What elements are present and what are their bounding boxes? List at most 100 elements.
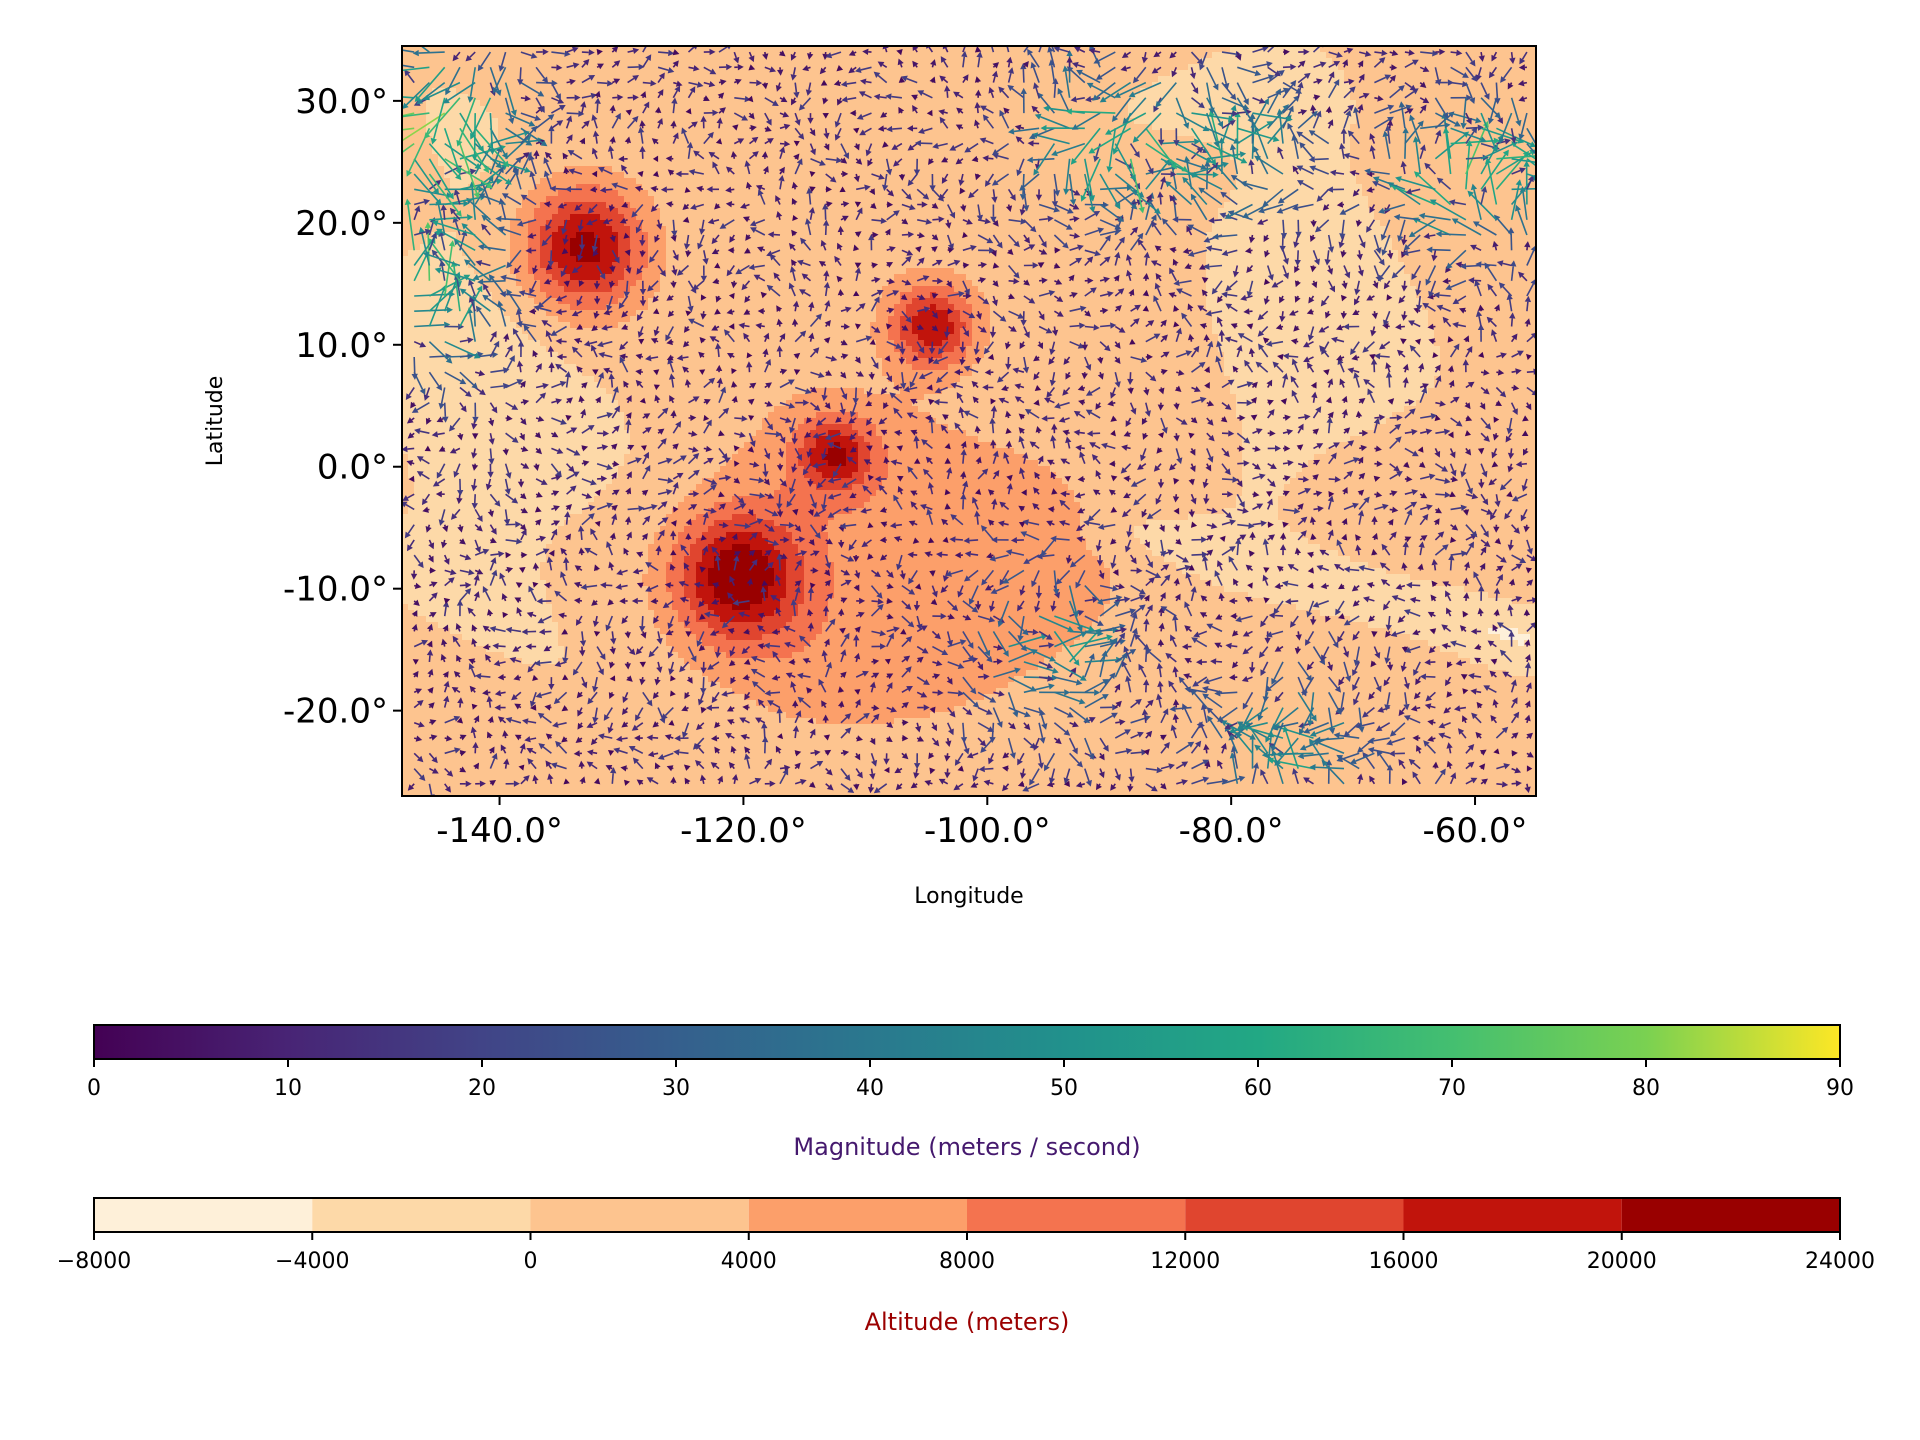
altitude-cell (1140, 118, 1147, 125)
altitude-cell (1338, 118, 1345, 125)
altitude-cell (1260, 52, 1267, 59)
altitude-cell (918, 64, 925, 71)
altitude-cell (972, 166, 979, 173)
altitude-cell (1062, 130, 1069, 137)
altitude-cell (858, 124, 865, 131)
altitude-cell (894, 64, 901, 71)
altitude-cell (1284, 136, 1291, 143)
altitude-cell (1182, 58, 1189, 65)
altitude-cell (504, 76, 511, 83)
altitude-cell (840, 178, 847, 185)
altitude-cell (906, 172, 913, 179)
altitude-cell (660, 178, 667, 185)
altitude-cell (486, 160, 493, 167)
altitude-cell (576, 190, 583, 197)
altitude-cell (816, 178, 823, 185)
altitude-cell (930, 124, 937, 131)
altitude-cell (678, 58, 685, 65)
altitude-cell (1374, 88, 1381, 95)
altitude-cell (966, 154, 973, 161)
altitude-cell (588, 160, 595, 167)
altitude-cell (444, 148, 451, 155)
altitude-cell (732, 160, 739, 167)
altitude-cell (438, 136, 445, 143)
altitude-cell (576, 178, 583, 185)
altitude-cell (726, 130, 733, 137)
altitude-cell (1410, 154, 1417, 161)
altitude-cell (798, 184, 805, 191)
altitude-cell (804, 112, 811, 119)
altitude-cell (768, 76, 775, 83)
altitude-cell (618, 82, 625, 89)
altitude-cell (930, 172, 937, 179)
altitude-cell (462, 106, 469, 113)
altitude-cell (756, 166, 763, 173)
altitude-cell (864, 70, 871, 77)
altitude-cell (906, 58, 913, 65)
altitude-cell (804, 58, 811, 65)
altitude-cell (708, 88, 715, 95)
altitude-cell (702, 70, 709, 77)
altitude-cell (1518, 88, 1525, 95)
altitude-cell (486, 106, 493, 113)
altitude-cell (1266, 52, 1273, 59)
altitude-cell (1254, 52, 1261, 59)
altitude-cell (1284, 184, 1291, 191)
altitude-cell (876, 52, 883, 59)
altitude-cell (1242, 190, 1249, 197)
altitude-cell (648, 166, 655, 173)
altitude-cell (660, 160, 667, 167)
altitude-cell (546, 106, 553, 113)
altitude-cell (1314, 160, 1321, 167)
altitude-cell (654, 112, 661, 119)
altitude-cell (588, 106, 595, 113)
altitude-cell (636, 58, 643, 65)
altitude-cell (1044, 70, 1051, 77)
altitude-cell (660, 100, 667, 107)
altitude-cell (876, 154, 883, 161)
altitude-cell (726, 148, 733, 155)
altitude-cell (630, 196, 637, 203)
altitude-cell (816, 58, 823, 65)
altitude-cell (684, 70, 691, 77)
altitude-cell (1452, 58, 1459, 65)
altitude-cell (978, 160, 985, 167)
altitude-cell (1230, 58, 1237, 65)
altitude-cell (1338, 178, 1345, 185)
altitude-cell (744, 76, 751, 83)
altitude-cell (1356, 166, 1363, 173)
altitude-cell (786, 82, 793, 89)
altitude-cell (1332, 196, 1339, 203)
altitude-cell (1062, 196, 1069, 203)
altitude-cell (510, 76, 517, 83)
altitude-cell (846, 76, 853, 83)
altitude-cell (798, 76, 805, 83)
altitude-cell (660, 196, 667, 203)
altitude-cell (888, 52, 895, 59)
altitude-cell (1098, 166, 1105, 173)
altitude-cell (612, 154, 619, 161)
altitude-cell (1320, 178, 1327, 185)
altitude-cell (1080, 52, 1087, 59)
altitude-cell (1110, 100, 1117, 107)
altitude-cell (618, 64, 625, 71)
altitude-cell (828, 94, 835, 101)
altitude-cell (1380, 88, 1387, 95)
altitude-cell (714, 100, 721, 107)
altitude-cell (924, 52, 931, 59)
altitude-cell (732, 106, 739, 113)
altitude-cell (768, 202, 775, 209)
altitude-cell (618, 190, 625, 197)
altitude-cell (1050, 94, 1057, 101)
altitude-cell (930, 136, 937, 143)
altitude-cell (840, 70, 847, 77)
altitude-cell (1338, 160, 1345, 167)
altitude-cell (1380, 154, 1387, 161)
altitude-cell (1278, 76, 1285, 83)
altitude-cell (1362, 130, 1369, 137)
altitude-cell (954, 196, 961, 203)
altitude-cell (960, 118, 967, 125)
altitude-cell (1362, 142, 1369, 149)
altitude-cell (714, 58, 721, 65)
altitude-cell (516, 100, 523, 107)
